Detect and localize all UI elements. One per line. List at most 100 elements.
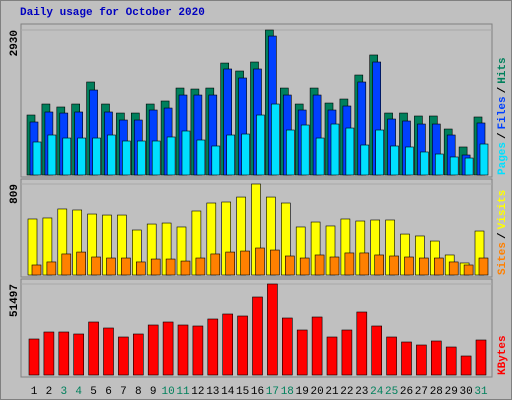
bar	[207, 318, 219, 376]
legend-separator: /	[497, 232, 509, 239]
bar	[463, 264, 474, 276]
bar	[31, 264, 42, 276]
bar	[430, 340, 442, 376]
bar	[464, 157, 474, 176]
bar	[344, 252, 355, 276]
bar	[270, 249, 280, 276]
legend: Pages / Files / Hits	[497, 57, 509, 175]
bar	[419, 257, 429, 276]
bar	[210, 253, 221, 276]
bar	[181, 130, 191, 176]
bar	[76, 251, 86, 276]
bar	[46, 261, 57, 276]
bar	[401, 341, 412, 376]
bar	[300, 124, 310, 176]
legend-entry: Pages	[497, 142, 509, 175]
bar	[225, 251, 235, 276]
bar	[133, 333, 144, 376]
x-tick-label: 30	[459, 386, 472, 398]
bar	[475, 339, 487, 376]
bar	[326, 336, 338, 376]
bar	[271, 103, 280, 176]
bar	[296, 329, 308, 376]
bar	[359, 252, 370, 276]
bar	[479, 143, 489, 176]
bar	[88, 321, 99, 376]
bar	[165, 258, 176, 276]
bar	[222, 313, 233, 376]
bar	[166, 136, 176, 176]
bar	[255, 247, 265, 276]
bar	[137, 140, 146, 176]
bar	[177, 324, 189, 376]
bar	[460, 355, 472, 376]
x-tick-label: 14	[221, 386, 235, 398]
x-tick-label: 29	[445, 386, 458, 398]
bar	[196, 139, 206, 176]
bar	[374, 254, 385, 276]
bar	[448, 261, 459, 276]
bar	[478, 257, 489, 276]
x-tick-label: 19	[296, 386, 309, 398]
bar	[445, 346, 457, 376]
bar	[299, 257, 310, 276]
x-tick-label: 28	[430, 386, 443, 398]
bar	[416, 344, 427, 376]
x-tick-label: 9	[150, 386, 157, 398]
x-tick-label: 13	[206, 386, 219, 398]
bar	[151, 140, 161, 176]
bar	[47, 134, 57, 176]
x-tick-label: 1	[31, 386, 38, 398]
legend-entry: Visits	[497, 190, 509, 230]
bar	[118, 336, 129, 376]
bar	[420, 151, 429, 176]
bar	[121, 257, 131, 276]
x-tick-label: 17	[266, 386, 279, 398]
bar	[371, 325, 383, 376]
bar	[329, 256, 340, 276]
bar	[226, 134, 235, 176]
bar	[404, 256, 414, 276]
x-tick-label: 7	[120, 386, 127, 398]
legend-entry: KBytes	[497, 335, 509, 375]
legend-separator: /	[497, 86, 509, 93]
bar	[192, 325, 204, 376]
x-tick-label: 16	[251, 386, 264, 398]
x-tick-label: 12	[191, 386, 204, 398]
x-tick-label: 5	[90, 386, 97, 398]
x-tick-label: 2	[46, 386, 53, 398]
x-tick-label: 20	[310, 386, 323, 398]
bar	[389, 255, 399, 276]
bar	[58, 331, 70, 376]
legend-entry: Sites	[497, 242, 509, 275]
bar	[311, 316, 323, 376]
bar	[360, 144, 370, 176]
bar	[241, 133, 250, 176]
bar	[356, 311, 368, 376]
bar	[28, 338, 40, 376]
bar	[341, 329, 353, 376]
legend: KBytes	[497, 335, 509, 375]
x-tick-label: 22	[340, 386, 353, 398]
x-tick-label: 27	[415, 386, 428, 398]
bar	[345, 127, 355, 176]
bar	[267, 283, 278, 376]
x-tick-label: 26	[400, 386, 413, 398]
bar	[147, 324, 159, 376]
bar	[434, 153, 444, 176]
bar	[256, 114, 265, 176]
x-tick-label: 11	[176, 386, 190, 398]
bar	[449, 156, 459, 176]
bar	[106, 257, 116, 276]
x-tick-label: 3	[60, 386, 67, 398]
bar	[195, 257, 206, 276]
x-tick-label: 18	[281, 386, 294, 398]
legend-separator: /	[497, 132, 509, 139]
x-tick-label: 31	[474, 386, 488, 398]
x-tick-label: 23	[355, 386, 368, 398]
chart-title: Daily usage for October 2020	[20, 7, 205, 19]
bar	[375, 129, 385, 176]
bar	[122, 140, 131, 176]
x-tick-label: 15	[236, 386, 249, 398]
